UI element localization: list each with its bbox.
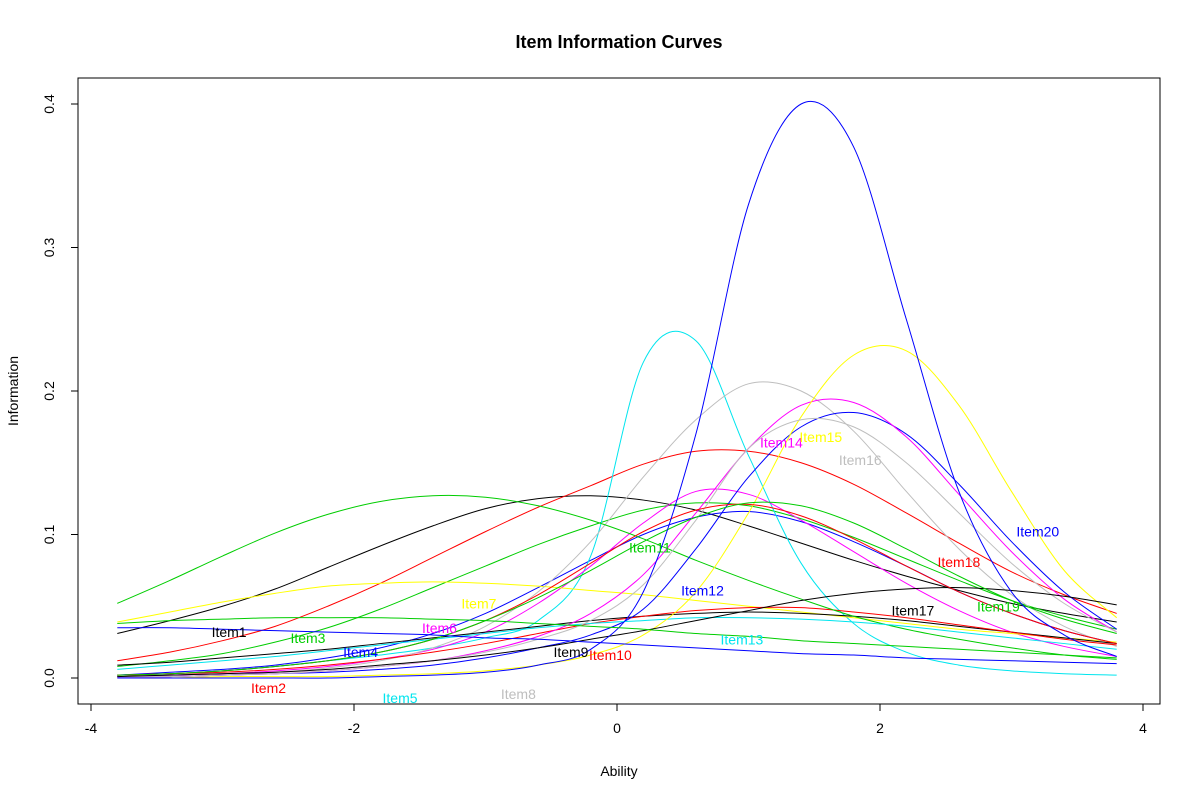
x-tick-label: 0 — [613, 720, 621, 736]
series-line-item16 — [117, 417, 1117, 678]
series-line-unlabeled-21 — [117, 617, 1117, 659]
series-line-item3 — [117, 502, 1117, 668]
series-label-item5: Item5 — [383, 690, 418, 706]
x-tick-label: 2 — [876, 720, 884, 736]
x-tick-label: 4 — [1139, 720, 1147, 736]
series-label-item20: Item20 — [1016, 524, 1059, 540]
series-label-item17: Item17 — [891, 603, 934, 619]
series-label-item7: Item7 — [461, 595, 496, 611]
series-label-item2: Item2 — [251, 680, 286, 696]
series-line-item1 — [117, 495, 1117, 634]
y-tick-label: 0.0 — [41, 668, 57, 688]
series-label-item15: Item15 — [799, 429, 842, 445]
series-label-item18: Item18 — [937, 554, 980, 570]
series-label-item19: Item19 — [977, 598, 1020, 614]
series-line-item6 — [117, 488, 1117, 678]
series-label-item6: Item6 — [422, 620, 457, 636]
y-tick-label: 0.4 — [41, 94, 57, 114]
series-label-item4: Item4 — [343, 644, 378, 660]
series-line-item10 — [117, 606, 1117, 676]
x-tick-label: -4 — [85, 720, 98, 736]
series-label-item16: Item16 — [839, 452, 882, 468]
series-label-item3: Item3 — [290, 630, 325, 646]
y-tick-label: 0.2 — [41, 381, 57, 401]
series-label-item12: Item12 — [681, 582, 724, 598]
chart-title: Item Information Curves — [515, 32, 722, 52]
series-line-item17 — [117, 587, 1117, 678]
series-label-item13: Item13 — [721, 631, 764, 647]
series-line-item19 — [117, 501, 1117, 676]
series-label-item1: Item1 — [212, 624, 247, 640]
x-axis: -4 -2 0 2 4 — [85, 703, 1147, 736]
series-line-item9 — [117, 611, 1117, 666]
series-layer — [117, 100, 1118, 679]
y-axis: 0.0 0.1 0.2 0.3 0.4 — [41, 94, 79, 688]
series-line-item20 — [117, 100, 1117, 679]
series-label-item11: Item11 — [629, 539, 671, 555]
series-line-unlabeled-20 — [117, 627, 1117, 665]
x-tick-label: -2 — [348, 720, 361, 736]
series-line-item13 — [117, 616, 1117, 670]
series-line-item2 — [117, 449, 1117, 662]
y-axis-label: Information — [5, 356, 21, 426]
series-line-item7 — [117, 581, 1117, 643]
series-label-item9: Item9 — [553, 644, 588, 660]
x-axis-label: Ability — [600, 763, 637, 779]
series-label-item8: Item8 — [501, 686, 536, 702]
series-line-item11 — [117, 494, 1117, 660]
y-tick-label: 0.1 — [41, 525, 57, 545]
series-label-item14: Item14 — [760, 435, 803, 451]
series-label-item10: Item10 — [589, 647, 632, 663]
y-tick-label: 0.3 — [41, 238, 57, 258]
